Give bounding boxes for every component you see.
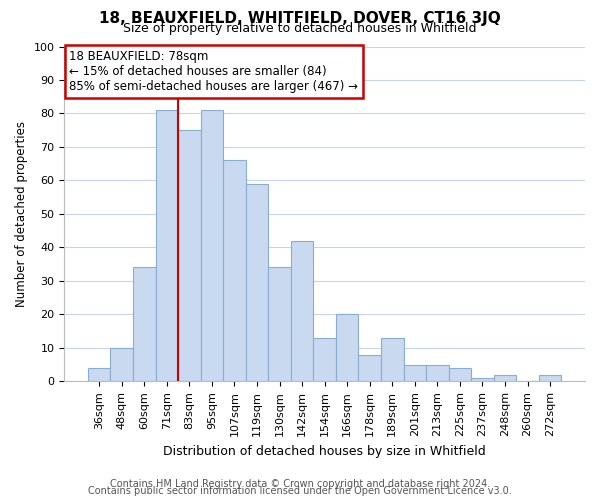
Bar <box>471 378 494 382</box>
Y-axis label: Number of detached properties: Number of detached properties <box>15 121 28 307</box>
Bar <box>539 374 562 382</box>
Bar <box>313 338 336 382</box>
Bar <box>291 240 313 382</box>
Bar <box>246 184 268 382</box>
Bar <box>110 348 133 382</box>
Bar <box>449 368 471 382</box>
Bar <box>133 268 155 382</box>
Text: 18 BEAUXFIELD: 78sqm
← 15% of detached houses are smaller (84)
85% of semi-detac: 18 BEAUXFIELD: 78sqm ← 15% of detached h… <box>70 50 358 93</box>
Text: Contains HM Land Registry data © Crown copyright and database right 2024.: Contains HM Land Registry data © Crown c… <box>110 479 490 489</box>
Bar <box>358 354 381 382</box>
Bar <box>404 364 426 382</box>
Bar <box>223 160 246 382</box>
Bar <box>200 110 223 382</box>
Bar <box>155 110 178 382</box>
Bar <box>88 368 110 382</box>
Bar <box>426 364 449 382</box>
Bar <box>381 338 404 382</box>
Bar <box>268 268 291 382</box>
Text: Contains public sector information licensed under the Open Government Licence v3: Contains public sector information licen… <box>88 486 512 496</box>
Text: 18, BEAUXFIELD, WHITFIELD, DOVER, CT16 3JQ: 18, BEAUXFIELD, WHITFIELD, DOVER, CT16 3… <box>99 11 501 26</box>
Bar <box>336 314 358 382</box>
Bar <box>494 374 516 382</box>
X-axis label: Distribution of detached houses by size in Whitfield: Distribution of detached houses by size … <box>163 444 486 458</box>
Bar <box>178 130 200 382</box>
Text: Size of property relative to detached houses in Whitfield: Size of property relative to detached ho… <box>123 22 477 35</box>
